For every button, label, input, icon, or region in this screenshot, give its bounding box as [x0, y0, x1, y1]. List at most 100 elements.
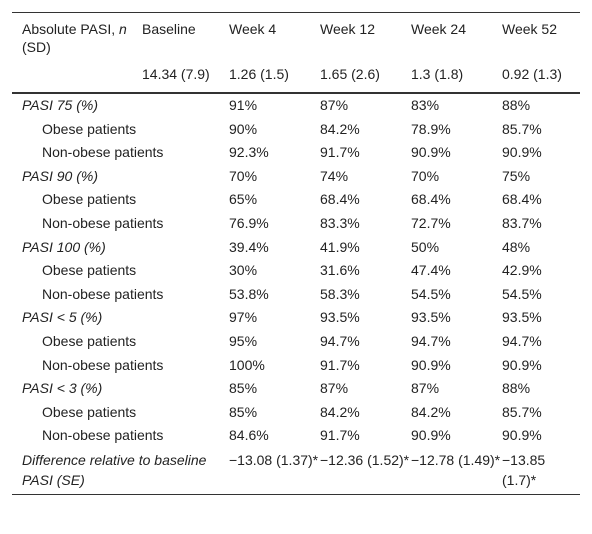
group-value: 87% [320, 97, 349, 113]
subgroup-value: 83.3% [320, 214, 360, 231]
baseline-row: 14.34 (7.9) 1.26 (1.5) 1.65 (2.6) 1.3 (1.8)… [12, 65, 580, 94]
subgroup-value: 91.7% [320, 356, 360, 373]
subgroup-value: 85% [229, 403, 258, 420]
subgroup-label: Non-obese patients [42, 356, 164, 373]
subgroup-row: Non-obese patients 100% 91.7% 90.9% 90.9% [12, 354, 580, 378]
subgroup-value: 53.8% [229, 285, 269, 302]
baseline-value: 1.26 (1.5) [229, 65, 320, 94]
group-value: 48% [502, 238, 531, 255]
subgroup-value: 72.7% [411, 214, 451, 231]
group-value: 85% [229, 380, 258, 397]
subgroup-value: 68.4% [320, 191, 360, 208]
subgroup-label: Non-obese patients [42, 144, 164, 161]
column-header: Week 4 [229, 21, 277, 37]
subgroup-value: 90.9% [411, 427, 451, 444]
empty-cell [12, 65, 142, 94]
results-table: Absolute PASI, n (SD) Baseline Week 4 Week … [12, 12, 580, 495]
group-value: 88% [502, 380, 531, 397]
group-label: PASI < 5 (%) [22, 309, 103, 326]
subgroup-value: 85.7% [502, 403, 542, 420]
group-label: PASI 100 (%) [22, 238, 106, 255]
subgroup-value: 90.9% [411, 356, 451, 373]
header-label: Absolute PASI, n (SD) [12, 13, 142, 66]
subgroup-value: 83.7% [502, 214, 542, 231]
column-header: Week 52 [502, 21, 557, 37]
group-value: 50% [411, 238, 440, 255]
subgroup-value: 68.4% [411, 191, 451, 208]
group-row: PASI < 3 (%) 85% 87% 87% 88% [12, 377, 580, 401]
group-value: 91% [229, 97, 258, 113]
column-header: Week 12 [320, 21, 375, 37]
subgroup-label: Non-obese patients [42, 214, 164, 231]
subgroup-value: 84.2% [411, 403, 451, 420]
subgroup-value: 91.7% [320, 144, 360, 161]
subgroup-row: Non-obese patients 92.3% 91.7% 90.9% 90.9% [12, 141, 580, 165]
header-label-part: n [119, 21, 127, 37]
header-row: Absolute PASI, n (SD) Baseline Week 4 Week … [12, 13, 580, 66]
baseline-value: 0.92 (1.3) [502, 65, 580, 94]
group-value: 83% [411, 97, 440, 113]
subgroup-value: 92.3% [229, 144, 269, 161]
subgroup-value: 30% [229, 262, 258, 279]
subgroup-value: 94.7% [502, 332, 542, 349]
group-value: 39.4% [229, 238, 269, 255]
subgroup-value: 85.7% [502, 120, 542, 137]
group-value: 93.5% [502, 309, 542, 326]
subgroup-value: 84.2% [320, 120, 360, 137]
subgroup-value: 100% [229, 356, 265, 373]
subgroup-label: Non-obese patients [42, 427, 164, 444]
group-label: PASI < 3 (%) [22, 380, 103, 397]
subgroup-row: Obese patients 85% 84.2% 84.2% 85.7% [12, 401, 580, 425]
subgroup-value: 90.9% [502, 427, 542, 444]
group-value: 70% [411, 167, 440, 184]
subgroup-label: Obese patients [42, 262, 137, 279]
difference-row: Difference relative to baseline PASI (SE… [12, 448, 580, 495]
group-row: PASI < 5 (%) 97% 93.5% 93.5% 93.5% [12, 306, 580, 330]
subgroup-value: 68.4% [502, 191, 542, 208]
group-value: 87% [320, 380, 349, 397]
group-row: PASI 100 (%) 39.4% 41.9% 50% 48% [12, 236, 580, 260]
group-value: 87% [411, 380, 440, 397]
subgroup-value: 54.5% [502, 285, 542, 302]
subgroup-value: 42.9% [502, 262, 542, 279]
table-body: Absolute PASI, n (SD) Baseline Week 4 Week … [12, 13, 580, 495]
subgroup-value: 94.7% [320, 332, 360, 349]
group-value: 88% [502, 97, 531, 113]
subgroup-value: 65% [229, 191, 258, 208]
subgroup-value: 54.5% [411, 285, 451, 302]
group-value: 74% [320, 167, 349, 184]
group-value: 93.5% [320, 309, 360, 326]
subgroup-label: Obese patients [42, 332, 137, 349]
subgroup-value: 47.4% [411, 262, 451, 279]
difference-label: Difference relative to baseline PASI (SE… [22, 451, 207, 488]
group-value: 97% [229, 309, 258, 326]
subgroup-label: Obese patients [42, 120, 137, 137]
difference-value: −13.08 (1.37)* [229, 451, 319, 468]
difference-value: −12.78 (1.49)* [411, 451, 501, 468]
subgroup-value: 90.9% [502, 144, 542, 161]
subgroup-value: 31.6% [320, 262, 360, 279]
table-container: Absolute PASI, n (SD) Baseline Week 4 Week … [12, 12, 580, 495]
baseline-value: 1.65 (2.6) [320, 65, 411, 94]
subgroup-value: 90.9% [411, 144, 451, 161]
header-label-part: Absolute PASI, [22, 21, 120, 37]
difference-value: −12.36 (1.52)* [320, 451, 410, 468]
column-header: Baseline [142, 21, 196, 37]
subgroup-value: 91.7% [320, 427, 360, 444]
subgroup-row: Obese patients 95% 94.7% 94.7% 94.7% [12, 330, 580, 354]
subgroup-value: 94.7% [411, 332, 451, 349]
subgroup-value: 78.9% [411, 120, 451, 137]
baseline-value: 14.34 (7.9) [142, 65, 229, 94]
subgroup-row: Non-obese patients 53.8% 58.3% 54.5% 54.5% [12, 283, 580, 307]
difference-value: −13.85 (1.7)* [502, 451, 546, 488]
subgroup-row: Obese patients 90% 84.2% 78.9% 85.7% [12, 118, 580, 142]
subgroup-value: 84.2% [320, 403, 360, 420]
header-label-part: (SD) [22, 39, 51, 55]
subgroup-row: Obese patients 65% 68.4% 68.4% 68.4% [12, 188, 580, 212]
subgroup-row: Obese patients 30% 31.6% 47.4% 42.9% [12, 259, 580, 283]
group-label: PASI 75 (%) [22, 97, 98, 113]
group-value: 41.9% [320, 238, 360, 255]
group-row: PASI 75 (%) 91% 87% 83% 88% [12, 93, 580, 118]
subgroup-value: 90.9% [502, 356, 542, 373]
baseline-value: 1.3 (1.8) [411, 65, 502, 94]
